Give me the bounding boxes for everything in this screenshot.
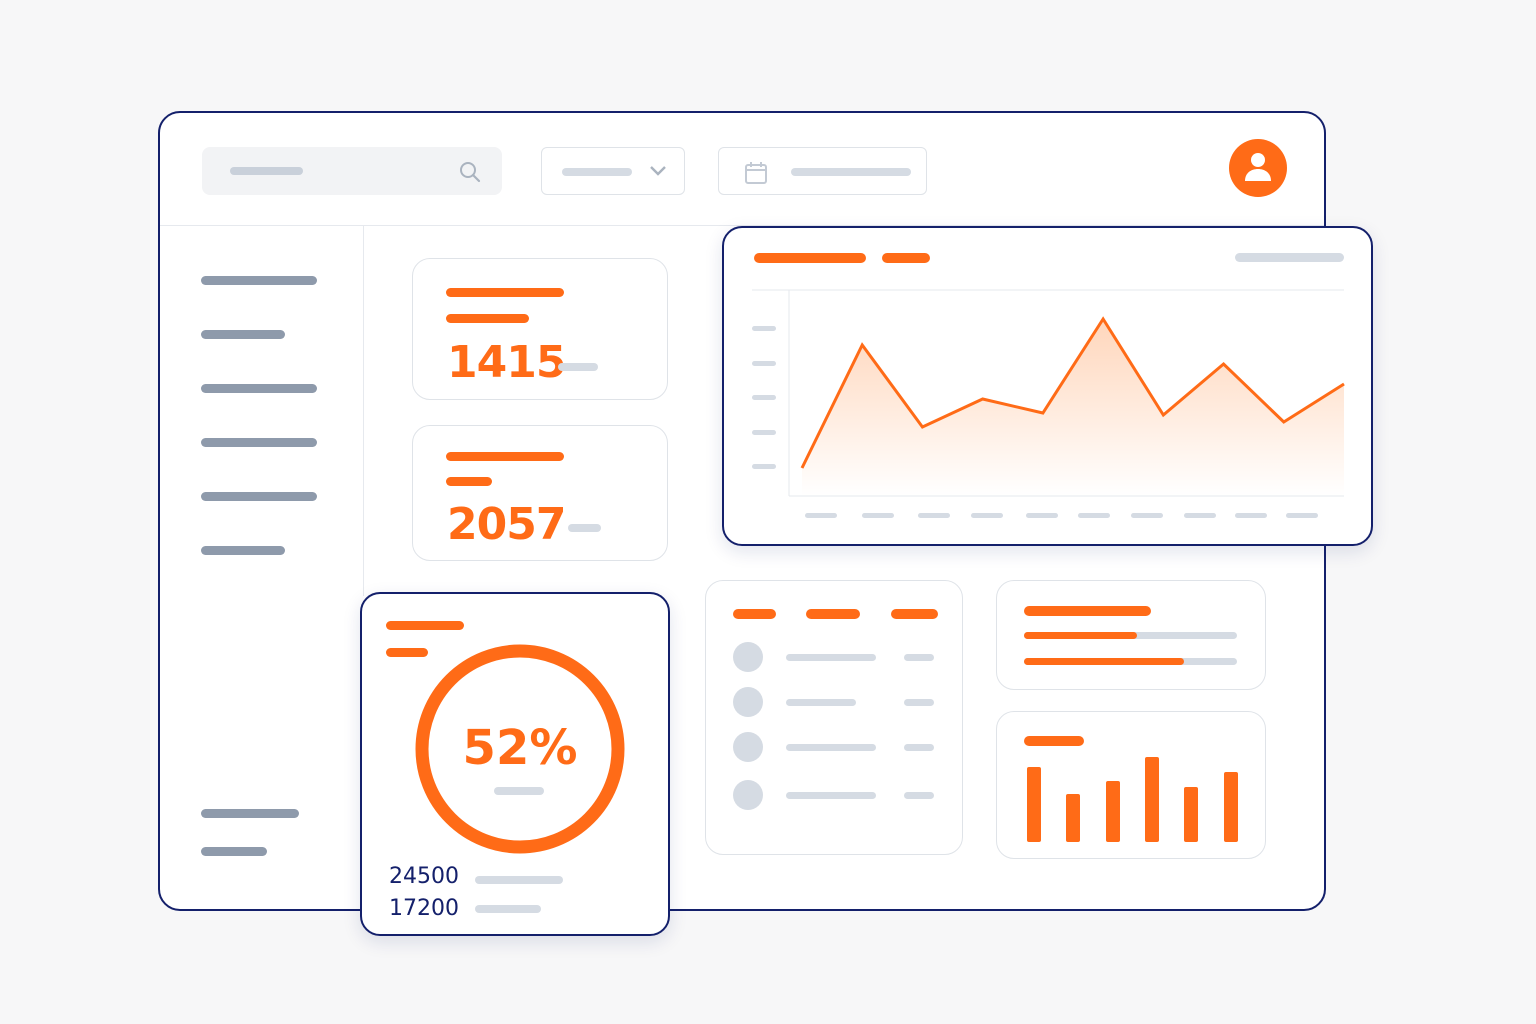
chevron-down-icon: [650, 166, 666, 176]
y-tick-label: [752, 326, 776, 331]
bar-chart-bar: [1105, 781, 1120, 842]
bar-chart-bar: [1144, 757, 1159, 842]
bar-chart-bar: [1066, 794, 1081, 842]
kpi-title: [446, 452, 564, 461]
list-item-value: [904, 654, 934, 661]
bar-chart-bar: [1027, 767, 1041, 842]
avatar[interactable]: [1229, 139, 1287, 197]
bar-chart-bar: [1184, 787, 1199, 842]
stat-value: 17200: [389, 896, 459, 921]
stat-bar: [475, 876, 563, 884]
x-tick-label: [1026, 513, 1058, 518]
list-item-label: [786, 744, 876, 751]
kpi-subtitle: [446, 477, 492, 486]
x-tick-label: [1184, 513, 1216, 518]
x-tick-label: [1235, 513, 1267, 518]
bar-chart-card: [996, 711, 1266, 859]
list-item-label: [786, 792, 876, 799]
list-item-value: [904, 792, 934, 799]
stat-bar: [475, 905, 541, 913]
list-item-value: [904, 699, 934, 706]
kpi-subtitle: [446, 314, 529, 323]
avatar-placeholder: [733, 732, 763, 762]
search-icon: [460, 162, 481, 183]
calendar-icon: [745, 162, 767, 184]
chart-title: [754, 253, 866, 263]
sidebar-item[interactable]: [201, 276, 317, 285]
sidebar-item[interactable]: [201, 438, 317, 447]
bar-chart-title: [1024, 736, 1084, 746]
header-divider: [160, 225, 1324, 226]
column-header: [806, 609, 860, 619]
donut-ring: [415, 644, 625, 854]
column-header: [733, 609, 776, 619]
chart-subtitle: [882, 253, 930, 263]
kpi-card: 1415: [412, 258, 668, 400]
donut-caption: [494, 787, 544, 795]
sidebar-item[interactable]: [201, 384, 317, 393]
x-tick-label: [918, 513, 950, 518]
search-input[interactable]: [202, 147, 502, 195]
kpi-value: 1415: [447, 337, 566, 388]
x-tick-label: [1131, 513, 1163, 518]
stat-value: 24500: [389, 864, 459, 889]
date-picker[interactable]: [718, 147, 927, 195]
chart-legend[interactable]: [1235, 253, 1344, 262]
kpi-caption: [558, 363, 598, 371]
area-fill: [802, 319, 1344, 496]
progress-track: [1024, 632, 1237, 639]
y-tick-label: [752, 430, 776, 435]
x-tick-label: [805, 513, 837, 518]
list-item-label: [786, 699, 856, 706]
donut-percent: 52%: [462, 720, 578, 776]
y-tick-label: [752, 395, 776, 400]
avatar-placeholder: [733, 687, 763, 717]
sidebar-divider: [363, 226, 364, 596]
line-chart-card: [722, 226, 1373, 546]
avatar-placeholder: [733, 642, 763, 672]
progress-fill: [1024, 658, 1184, 665]
sidebar-footer-item[interactable]: [201, 847, 267, 856]
search-placeholder: [230, 167, 303, 175]
kpi-value: 2057: [447, 499, 566, 550]
donut-title: [386, 621, 464, 630]
y-tick-label: [752, 464, 776, 469]
date-placeholder: [791, 168, 911, 176]
list-item-value: [904, 744, 934, 751]
kpi-card: 2057: [412, 425, 668, 561]
y-tick-label: [752, 361, 776, 366]
list-item-label: [786, 654, 876, 661]
donut-subtitle: [386, 648, 428, 657]
sidebar-item[interactable]: [201, 492, 317, 501]
x-tick-label: [1286, 513, 1318, 518]
x-tick-label: [1078, 513, 1110, 518]
x-tick-label: [971, 513, 1003, 518]
series-line: [800, 316, 1345, 469]
dropdown-placeholder: [562, 168, 632, 176]
bar-chart-bar: [1223, 772, 1238, 842]
column-header: [891, 609, 938, 619]
avatar-placeholder: [733, 780, 763, 810]
sidebar-footer-item[interactable]: [201, 809, 299, 818]
sidebar-item[interactable]: [201, 330, 285, 339]
filter-dropdown[interactable]: [541, 147, 685, 195]
progress-title: [1024, 606, 1151, 616]
kpi-caption: [568, 524, 601, 532]
kpi-title: [446, 288, 564, 297]
sidebar-item[interactable]: [201, 546, 285, 555]
line-chart: [752, 289, 1345, 518]
x-tick-label: [862, 513, 894, 518]
list-card: [705, 580, 963, 855]
donut-card: 52% 24500 17200: [360, 592, 670, 936]
progress-card: [996, 580, 1266, 690]
progress-fill: [1024, 632, 1137, 639]
user-icon: [1245, 153, 1271, 181]
progress-track: [1024, 658, 1237, 665]
